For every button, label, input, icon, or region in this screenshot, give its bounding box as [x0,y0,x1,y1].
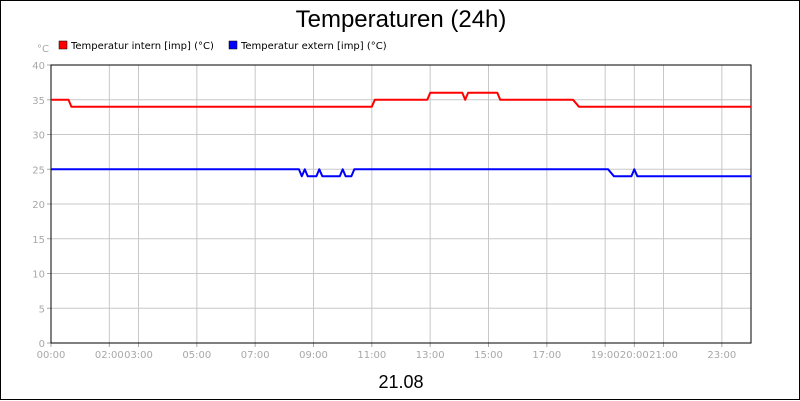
y-tick-label: 5 [39,304,45,315]
legend: Temperatur intern [imp] (°C) Temperatur e… [58,40,387,52]
legend-swatch [58,40,68,50]
y-axis-ticks: 0 5 10 15 20 25 30 35 40 [32,61,51,350]
x-tick-label: 21:00 [649,350,678,361]
series-lines [51,91,751,178]
chart-title: Temperaturen (24h) [296,6,507,33]
x-tick-label: 20:00 [620,350,649,361]
x-tick-label: 13:00 [416,350,445,361]
x-tick-label: 15:00 [474,350,503,361]
x-tick-label: 00:00 [37,350,66,361]
y-tick-label: 25 [32,165,45,176]
y-tick-label: 40 [32,61,45,72]
x-tick-label: 07:00 [241,350,270,361]
y-tick-label: 10 [32,270,45,281]
y-axis-unit: °C [37,44,49,55]
y-tick-label: 15 [32,235,45,246]
y-tick-label: 35 [32,96,45,107]
x-tick-label: 02:00 [95,350,124,361]
x-tick-label: 05:00 [182,350,211,361]
x-tick-label: 09:00 [299,350,328,361]
y-tick-label: 20 [32,200,45,211]
series-line-extern [51,168,751,178]
y-tick-label: 30 [32,131,45,142]
x-tick-label: 11:00 [357,350,386,361]
x-tick-label: 23:00 [707,350,736,361]
x-tick-label: 03:00 [124,350,153,361]
x-tick-label: 17:00 [532,350,561,361]
legend-swatch [228,40,238,50]
plot-area-border [50,64,752,344]
x-axis-ticks: 00:00 02:00 03:00 05:00 07:00 09:00 11:00 13:00… [37,343,736,361]
series-line-intern [51,91,751,108]
legend-label: Temperatur extern [imp] (°C) [240,41,387,52]
x-tick-label: 19:00 [591,350,620,361]
date-label: 21.08 [378,372,423,392]
y-tick-label: 0 [39,339,45,350]
legend-label: Temperatur intern [imp] (°C) [70,41,214,52]
